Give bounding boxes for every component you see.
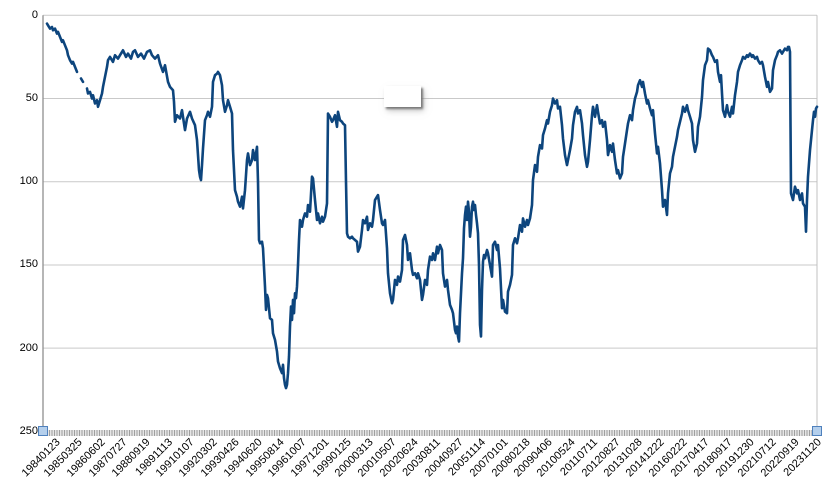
y-axis-tick-label: 0: [31, 8, 38, 21]
data-series-line[interactable]: [85, 45, 819, 390]
x-axis-tick-band[interactable]: [44, 430, 812, 436]
axis-selection-handle-right[interactable]: [812, 426, 822, 436]
y-axis-tick-label: 50: [25, 92, 38, 105]
white-floating-box[interactable]: [384, 86, 421, 107]
data-series-line[interactable]: [45, 22, 79, 74]
y-axis-tick-label: 200: [19, 341, 38, 354]
y-axis-tick-label: 100: [19, 175, 38, 188]
axis-selection-handle-left[interactable]: [38, 426, 48, 436]
y-axis-tick-label: 150: [19, 258, 38, 271]
y-axis-tick-label: 250: [19, 424, 38, 437]
data-series-line[interactable]: [79, 77, 85, 84]
